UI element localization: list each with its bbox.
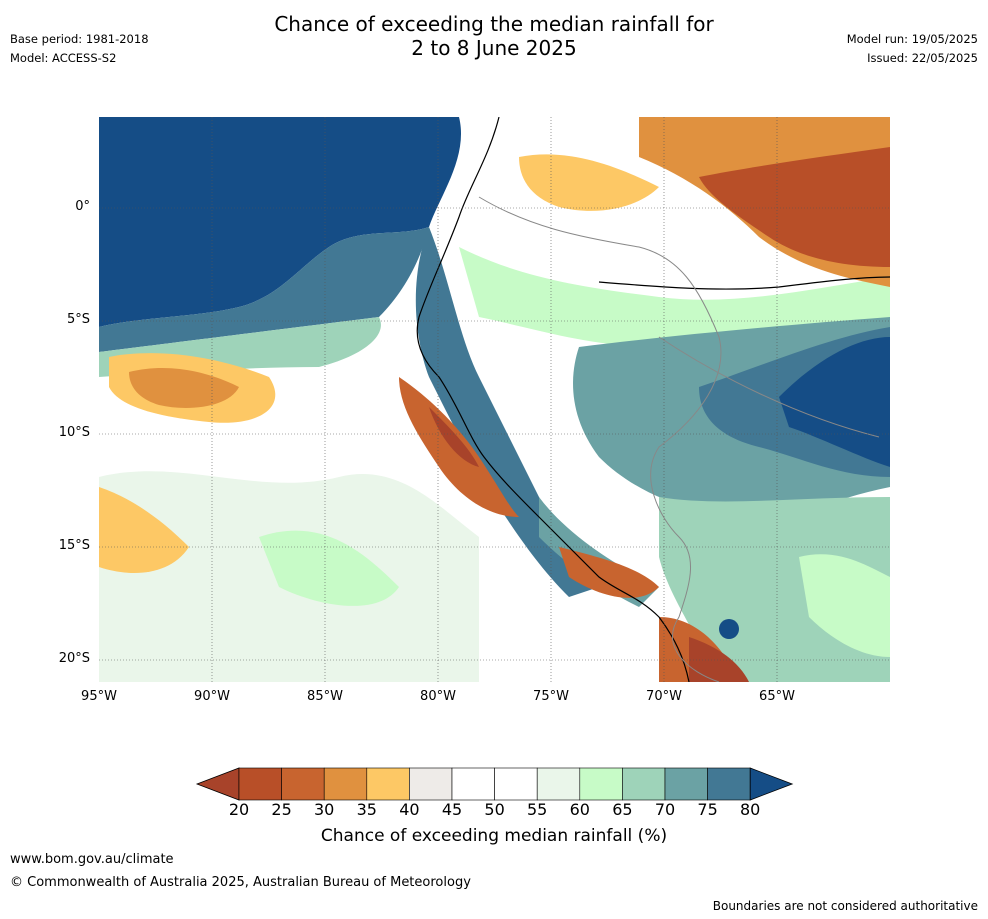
area-80-plus-east [779,337,890,467]
country-borders [478,196,722,682]
lon-label-70w: 70°W [646,689,682,704]
colorbar-tick-label: 30 [314,800,335,819]
colorbar-cell [366,767,410,801]
colorbar-tick-label: 80 [740,800,761,819]
colorbar-cell [664,767,708,801]
gridlines [99,117,890,682]
area-60-65-southeast [799,554,890,657]
lon-label-85w: 85°W [307,689,343,704]
colorbar-tick-label: 20 [228,800,250,819]
colorbar-cell [281,767,325,801]
coastline [416,117,690,682]
colorbar-tick-label: 25 [271,800,292,819]
footer-url[interactable]: www.bom.gov.au/climate [10,852,174,867]
lon-label-80w: 80°W [420,689,456,704]
area-20-25-peru-coast [429,407,479,467]
colorbar-cells [195,767,794,801]
area-80-plus-northwest [99,117,462,327]
area-25-30-south-peru [559,547,659,598]
colorbar-cell [707,767,751,801]
meta-left: Base period: 1981-2018 Model: ACCESS-S2 [10,30,149,68]
area-80-plus-titicaca [719,619,739,639]
area-35-40-southwest [99,487,189,573]
lat-label-20s: 20°S [58,651,90,666]
colorbar-extend-low [195,767,240,801]
colorbar [195,767,794,801]
area-75-80-northwest [99,227,429,352]
colorbar-cell [238,767,282,801]
area-25-30-northeast [699,147,890,267]
colorbar-tick-label: 50 [484,800,505,819]
model-run: Model run: 19/05/2025 [846,32,978,46]
footer-copyright: © Commonwealth of Australia 2025, Austra… [10,875,471,890]
lat-label-0: 0° [75,199,90,214]
area-35-40-north [519,154,659,211]
lat-label-15s: 15°S [58,538,90,553]
issued-date: Issued: 22/05/2025 [867,51,978,65]
lat-label-5s: 5°S [66,312,90,327]
lon-label-75w: 75°W [533,689,569,704]
amazon-coastline [598,276,890,290]
meta-right: Model run: 19/05/2025 Issued: 22/05/2025 [847,30,978,68]
colorbar-tick-label: 60 [569,800,590,819]
area-60-65-south [259,530,399,606]
colorbar-cell [622,767,666,801]
lon-label-90w: 90°W [194,689,230,704]
colorbar-cell [579,767,623,801]
footer-note: Boundaries are not considered authoritat… [712,899,978,913]
colorbar-cell [494,767,538,801]
colorbar-tick-label: 35 [356,800,377,819]
colorbar-tick-label: 75 [697,800,718,819]
lon-label-65w: 65°W [759,689,795,704]
lat-label-10s: 10°S [58,425,90,440]
base-period: Base period: 1981-2018 [10,32,149,46]
title-line-2: 2 to 8 June 2025 [411,36,577,60]
colorbar-cell [536,767,581,801]
colorbar-extend-high [749,767,794,801]
area-30-35-west [129,367,239,408]
model-name: Model: ACCESS-S2 [10,51,117,65]
map-title: Chance of exceeding the median rainfall … [0,12,988,60]
colorbar-tick-label: 40 [399,800,420,819]
lon-label-95w: 95°W [81,689,117,704]
colorbar-cell [451,767,495,801]
colorbar-cell [323,767,368,801]
area-20-25-chile [689,637,749,682]
colorbar-tick-label: 70 [654,800,676,819]
colorbar-label: Chance of exceeding median rainfall (%) [320,826,668,846]
rainfall-probability-map [99,117,890,682]
colorbar-tick-label: 55 [527,800,548,819]
colorbar-tick-label: 45 [441,800,463,819]
colorbar-tick-label: 65 [612,800,633,819]
colorbar-cell [409,767,453,801]
area-75-80-coastal-band [415,227,599,597]
country-border-2 [658,336,880,438]
title-line-1: Chance of exceeding the median rainfall … [274,12,714,36]
area-60-65-amazon-north [459,247,890,347]
